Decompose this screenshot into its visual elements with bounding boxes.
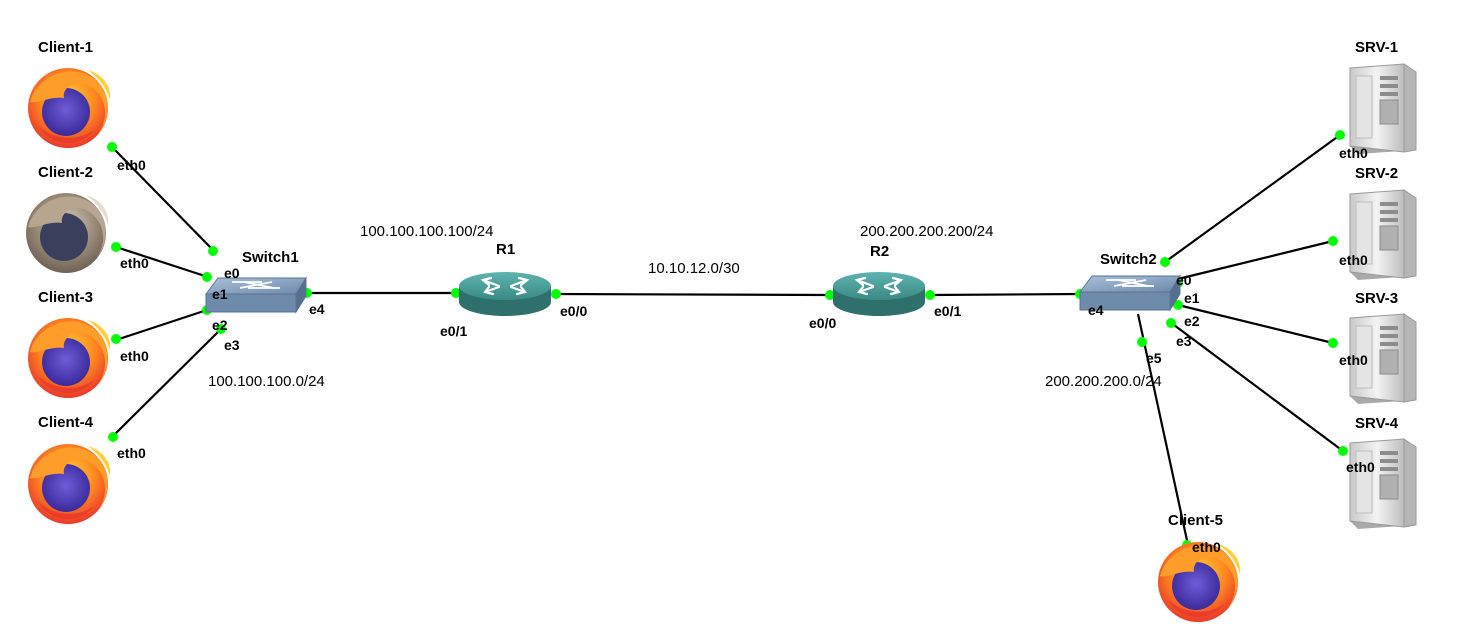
client-3-label: Client-3: [38, 289, 93, 306]
switch1-port-e1: e1: [212, 286, 228, 302]
r2-ip-label: 200.200.200.200/24: [860, 223, 993, 240]
port-dot[interactable]: [825, 290, 835, 300]
client-4-node[interactable]: Client-4 eth0: [28, 414, 146, 524]
srv-2-label: SRV-2: [1355, 165, 1398, 182]
srv-1-node[interactable]: SRV-1 eth0: [1339, 39, 1417, 161]
link-client2-switch1[interactable]: [115, 245, 209, 279]
client-1-node[interactable]: Client-1 eth0: [28, 39, 146, 173]
switch2-port-e2: e2: [1184, 313, 1200, 329]
srv-3-node[interactable]: SRV-3 eth0: [1339, 290, 1417, 405]
router-icon: [831, 270, 927, 318]
srv-1-port-label: eth0: [1339, 145, 1368, 161]
srv-1-label: SRV-1: [1355, 39, 1398, 56]
port-dot[interactable]: [1160, 257, 1170, 267]
link-switch2-client5[interactable]: [1136, 313, 1190, 546]
firefox-icon: [28, 444, 111, 524]
r1-node[interactable]: R1 e0/1 e0/0: [440, 241, 587, 339]
switch2-node[interactable]: Switch2 e0 e1 e2 e3 e4 e5: [1079, 251, 1200, 366]
switch2-port-e4: e4: [1088, 302, 1104, 318]
router-icon: [457, 270, 553, 318]
server-tower-icon: [1349, 438, 1417, 530]
switch2-port-e5: e5: [1146, 350, 1162, 366]
firefox-icon: [28, 68, 111, 148]
link-r1-r2[interactable]: [555, 292, 831, 297]
r1-port-e0-0: e0/0: [560, 303, 587, 319]
switch2-port-e1: e1: [1184, 290, 1200, 306]
link-switch2-srv3[interactable]: [1177, 303, 1334, 345]
switch2-port-e3: e3: [1176, 333, 1192, 349]
srv-3-label: SRV-3: [1355, 290, 1398, 307]
port-dots: [107, 130, 1348, 550]
lan2-subnet-label: 200.200.200.0/24: [1045, 373, 1162, 390]
srv-4-label: SRV-4: [1355, 415, 1399, 432]
port-dot[interactable]: [111, 334, 121, 344]
client-4-port-label: eth0: [117, 445, 146, 461]
link-client4-switch1[interactable]: [111, 329, 221, 438]
client-3-node[interactable]: Client-3 eth0: [28, 289, 149, 398]
r1-label: R1: [496, 241, 515, 258]
switch2-label: Switch2: [1100, 251, 1157, 268]
port-dot[interactable]: [107, 142, 117, 152]
port-dot[interactable]: [1173, 300, 1183, 310]
port-dot[interactable]: [1328, 236, 1338, 246]
port-dot[interactable]: [216, 324, 226, 334]
client-5-label: Client-5: [1168, 512, 1223, 529]
port-dot[interactable]: [451, 288, 461, 298]
firefox-icon: [28, 318, 111, 398]
switch1-port-e0: e0: [224, 265, 240, 281]
srv-3-port-label: eth0: [1339, 352, 1368, 368]
port-dot[interactable]: [202, 272, 212, 282]
link-switch2-srv2[interactable]: [1177, 239, 1334, 281]
client-4-label: Client-4: [38, 414, 94, 431]
client-3-port-label: eth0: [120, 348, 149, 364]
client-5-port-label: eth0: [1192, 539, 1221, 555]
port-dot[interactable]: [1166, 318, 1176, 328]
r1-ip-label: 100.100.100.100/24: [360, 223, 493, 240]
switch1-port-e3: e3: [224, 337, 240, 353]
client-2-port-label: eth0: [120, 255, 149, 271]
srv-2-port-label: eth0: [1339, 252, 1368, 268]
switch2-port-e0: e0: [1176, 272, 1192, 288]
port-dot[interactable]: [108, 432, 118, 442]
link-r2-switch2[interactable]: [929, 292, 1081, 297]
link-client1-switch1[interactable]: [111, 146, 214, 251]
r2-node[interactable]: R2 e0/0 e0/1: [809, 243, 961, 331]
port-dot[interactable]: [111, 242, 121, 252]
client-2-label: Client-2: [38, 164, 93, 181]
port-dot[interactable]: [551, 289, 561, 299]
r2-label: R2: [870, 243, 889, 260]
srv-4-port-label: eth0: [1346, 459, 1375, 475]
link-switch2-srv4[interactable]: [1169, 321, 1344, 452]
switch1-port-e4: e4: [309, 301, 325, 317]
port-dot[interactable]: [1338, 446, 1348, 456]
wan-subnet-label: 10.10.12.0/30: [648, 260, 740, 277]
srv-4-node[interactable]: SRV-4 eth0: [1346, 415, 1417, 530]
link-client3-switch1[interactable]: [115, 308, 208, 342]
r2-port-e0-0: e0/0: [809, 315, 836, 331]
client-1-label: Client-1: [38, 39, 93, 56]
switch1-label: Switch1: [242, 249, 299, 266]
client-1-port-label: eth0: [117, 157, 146, 173]
client-5-node[interactable]: Client-5 eth0: [1158, 512, 1241, 622]
port-dot[interactable]: [208, 246, 218, 256]
network-labels: 100.100.100.0/24 100.100.100.100/24 10.1…: [208, 223, 1162, 390]
switch1-port-e2: e2: [212, 317, 228, 333]
port-dot[interactable]: [1137, 337, 1147, 347]
r2-port-e0-1: e0/1: [934, 303, 961, 319]
links: [111, 134, 1344, 546]
port-dot[interactable]: [925, 290, 935, 300]
link-switch2-srv1[interactable]: [1164, 134, 1341, 263]
r1-port-e0-1: e0/1: [440, 323, 467, 339]
firefox-grey-icon: [26, 193, 109, 273]
port-dot[interactable]: [1328, 338, 1338, 348]
lan1-subnet-label: 100.100.100.0/24: [208, 373, 325, 390]
client-2-node[interactable]: Client-2 eth0: [26, 164, 149, 273]
srv-2-node[interactable]: SRV-2 eth0: [1339, 165, 1417, 281]
server-tower-icon: [1349, 63, 1417, 155]
port-dot[interactable]: [1335, 130, 1345, 140]
switch1-node[interactable]: Switch1 e0 e1 e2 e3 e4: [205, 249, 325, 353]
